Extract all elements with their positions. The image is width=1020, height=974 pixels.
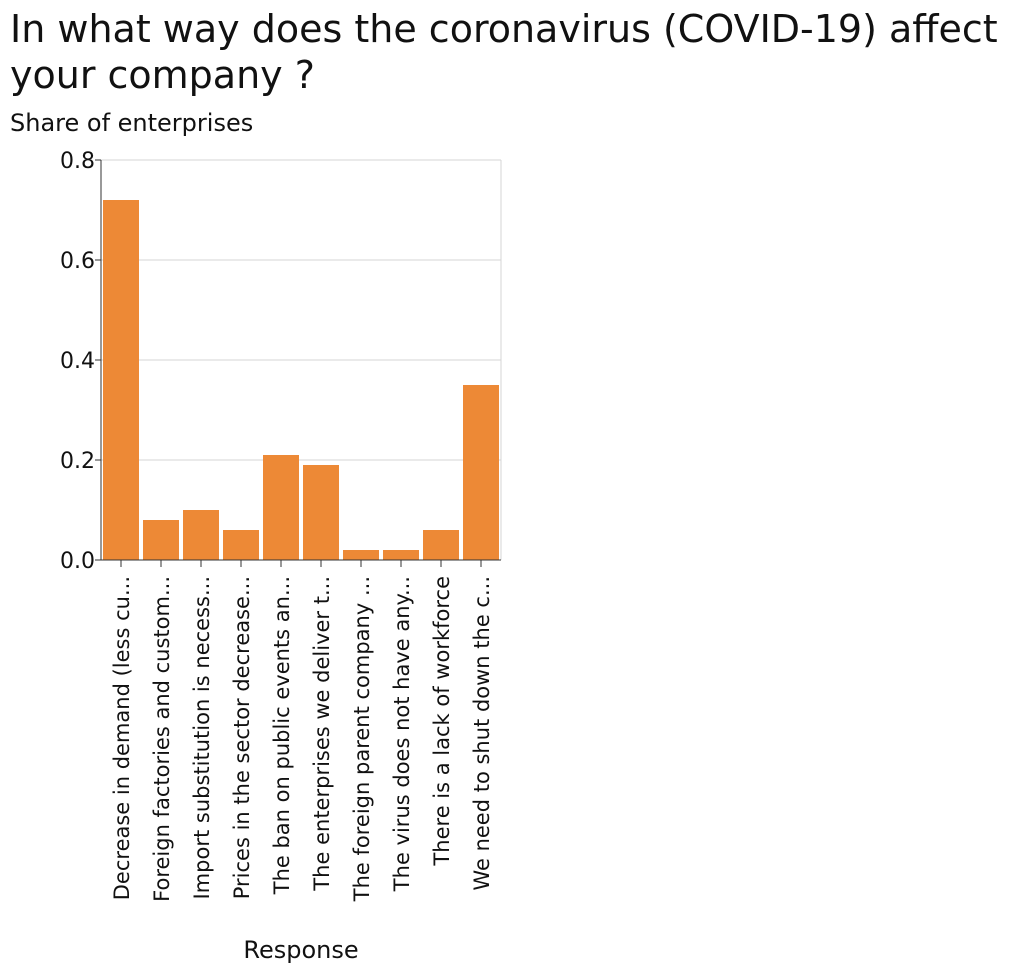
- bar: [383, 550, 419, 560]
- bar: [223, 530, 259, 560]
- gridlines: [101, 159, 502, 560]
- y-axis-title: Share of enterprises: [10, 109, 254, 137]
- y-tick-label: 0.2: [60, 449, 95, 474]
- x-tick-label: Foreign factories and custom...: [150, 576, 174, 902]
- x-tick-label: The enterprises we deliver t...: [310, 576, 334, 892]
- bar: [423, 530, 459, 560]
- x-axis-title: Response: [243, 936, 358, 964]
- x-tick-label: The foreign parent company ...: [350, 576, 374, 902]
- x-tick-label: Decrease in demand (less cu...: [110, 576, 134, 900]
- bar: [343, 550, 379, 560]
- x-tick-label: We need to shut down the c...: [470, 576, 494, 891]
- chart-title: In what way does the coronavirus (COVID-…: [10, 7, 998, 97]
- y-tick-label: 0.8: [60, 149, 95, 174]
- bar: [263, 455, 299, 560]
- bar: [303, 465, 339, 560]
- x-tick-label: The ban on public events an...: [270, 576, 294, 895]
- y-tick-label: 0.6: [60, 249, 95, 274]
- x-tick-label: Import substitution is necess...: [190, 576, 214, 899]
- bar: [183, 510, 219, 560]
- y-tick-label: 0.4: [60, 349, 95, 374]
- x-tick-label: There is a lack of workforce: [430, 576, 454, 867]
- x-ticks: Decrease in demand (less cu... Foreign fa…: [110, 560, 494, 902]
- x-tick-label: Prices in the sector decrease...: [230, 576, 254, 899]
- y-tick-label: 0.0: [60, 549, 95, 574]
- x-tick-label: The virus does not have any...: [390, 576, 414, 892]
- y-ticks: 0.0 0.2 0.4 0.6 0.8: [60, 149, 101, 574]
- bar: [143, 520, 179, 560]
- bar: [103, 200, 139, 560]
- bars: [103, 200, 499, 560]
- bar: [463, 385, 499, 560]
